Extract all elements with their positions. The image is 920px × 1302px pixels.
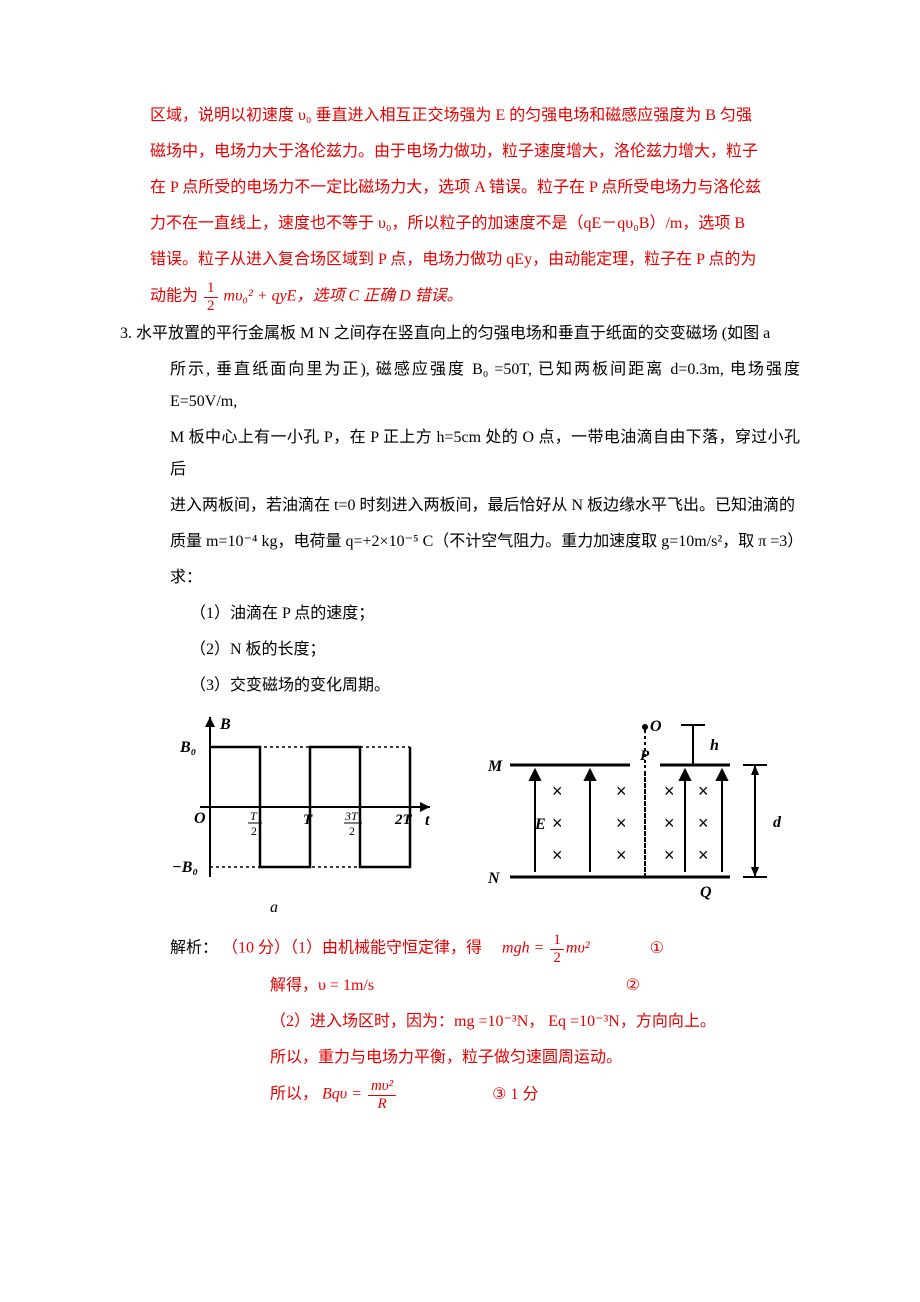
solution3-eq1-post: mυ² bbox=[566, 940, 590, 957]
q3-stem-line6: 求： bbox=[120, 562, 800, 594]
q3-sub2: （2）N 板的长度； bbox=[120, 634, 800, 666]
solution2-frac: 1 2 bbox=[204, 280, 218, 314]
svg-text:×: × bbox=[698, 781, 709, 801]
svg-text:×: × bbox=[664, 813, 675, 833]
field-O: O bbox=[650, 718, 662, 735]
field-M: M bbox=[487, 758, 503, 775]
field-d: d bbox=[773, 814, 782, 831]
svg-text:×: × bbox=[664, 845, 675, 865]
solution2-line6-post: mυ₀² + qyE，选项 C 正确 D 错误。 bbox=[220, 288, 463, 305]
wave-label-nB0: −B₀ bbox=[172, 859, 198, 876]
svg-text:×: × bbox=[664, 781, 675, 801]
wave-diagram: B B₀ −B₀ O t T 2 T 3T 2 2T a bbox=[170, 717, 440, 917]
svg-text:2T: 2T bbox=[394, 812, 413, 828]
svg-text:T: T bbox=[250, 809, 258, 823]
solution3-eq1-frac: 1 2 bbox=[550, 932, 564, 966]
wave-bottom-label: a bbox=[270, 899, 278, 916]
svg-text:×: × bbox=[616, 845, 627, 865]
solution3-mark3: ③ 1 分 bbox=[492, 1086, 538, 1103]
solution2-line3: 在 P 点所受的电场力不一定比磁场力大，选项 A 错误。粒子在 P 点所受电场力… bbox=[120, 172, 800, 204]
solution3-prefix: 解析： bbox=[170, 940, 218, 957]
solution2-line6: 动能为 1 2 mυ₀² + qyE，选项 C 正确 D 错误。 bbox=[120, 280, 800, 314]
diagram-row: B B₀ −B₀ O t T 2 T 3T 2 2T a O h M P bbox=[170, 717, 800, 917]
svg-text:×: × bbox=[616, 781, 627, 801]
svg-text:×: × bbox=[552, 845, 563, 865]
solution2-line6-pre: 动能为 bbox=[150, 288, 198, 305]
solution2-line4: 力不在一直线上，速度也不等于 υ₀，所以粒子的加速度不是（qE－qυ₀B）/m，… bbox=[120, 208, 800, 240]
svg-text:×: × bbox=[616, 813, 627, 833]
solution3-eq3-left: Bqυ = bbox=[322, 1086, 362, 1103]
solution3-eq1-mgh: mgh = bbox=[502, 940, 548, 957]
solution3-line3: （2）进入场区时，因为：mg =10⁻³N， Eq =10⁻³N，方向向上。 bbox=[120, 1006, 800, 1038]
solution3-mark2: ② bbox=[626, 970, 640, 1002]
wave-label-t: t bbox=[425, 812, 430, 829]
q3-stem-line4: 进入两板间，若油滴在 t=0 时刻进入两板间，最后恰好从 N 板边缘水平飞出。已… bbox=[120, 490, 800, 522]
solution3-line4: 所以，重力与电场力平衡，粒子做匀速圆周运动。 bbox=[120, 1042, 800, 1074]
solution3-line5: 所以， Bqυ = mυ² R ③ 1 分 bbox=[120, 1078, 800, 1112]
svg-text:3T: 3T bbox=[344, 809, 359, 823]
solution2-line2: 磁场中，电场力大于洛伦兹力。由于电场力做功，粒子速度增大，洛伦兹力增大，粒子 bbox=[120, 136, 800, 168]
solution2-line5: 错误。粒子从进入复合场区域到 P 点，电场力做功 qEy，由动能定理，粒子在 P… bbox=[120, 244, 800, 276]
wave-label-B0: B₀ bbox=[179, 739, 196, 756]
svg-text:T: T bbox=[303, 812, 313, 828]
field-diagram: O h M P N Q E d ×××× bbox=[480, 717, 790, 917]
solution3-eq3-frac: mυ² R bbox=[368, 1078, 396, 1112]
wave-label-O: O bbox=[194, 810, 206, 827]
field-Q: Q bbox=[700, 884, 712, 901]
solution3-line1: 解析： （10 分）（1）由机械能守恒定律，得 mgh = 1 2 mυ² ① bbox=[120, 932, 800, 966]
svg-text:×: × bbox=[698, 845, 709, 865]
q3-stem-line2: 所示, 垂直纸面向里为正), 磁感应强度 B₀ =50T, 已知两板间距离 d=… bbox=[120, 354, 800, 418]
solution3-line2: 解得，υ = 1m/s ② bbox=[120, 970, 640, 1002]
solution2-line1: 区域，说明以初速度 υ₀ 垂直进入相互正交场强为 E 的匀强电场和磁感应强度为 … bbox=[120, 100, 800, 132]
svg-text:×: × bbox=[552, 813, 563, 833]
svg-text:×: × bbox=[698, 813, 709, 833]
q3-stem-line5: 质量 m=10⁻⁴ kg，电荷量 q=+2×10⁻⁵ C（不计空气阻力。重力加速… bbox=[120, 526, 800, 558]
field-P: P bbox=[640, 748, 650, 764]
solution3-line2-text: 解得，υ = 1m/s bbox=[270, 970, 374, 1002]
q3-stem-line1: 3. 水平放置的平行金属板 M N 之间存在竖直向上的匀强电场和垂直于纸面的交变… bbox=[120, 318, 800, 350]
field-h: h bbox=[710, 737, 719, 754]
solution3-mark1: ① bbox=[650, 933, 664, 965]
field-N: N bbox=[487, 870, 501, 887]
solution3-line5-pre: 所以， bbox=[270, 1086, 318, 1103]
wave-label-B: B bbox=[219, 717, 231, 733]
svg-text:×: × bbox=[552, 781, 563, 801]
solution3-line1-pre: （10 分）（1）由机械能守恒定律，得 bbox=[222, 940, 482, 957]
svg-text:2: 2 bbox=[251, 824, 257, 838]
svg-text:2: 2 bbox=[349, 824, 355, 838]
q3-sub3: （3）交变磁场的变化周期。 bbox=[120, 670, 800, 702]
q3-stem-line3: M 板中心上有一小孔 P，在 P 正上方 h=5cm 处的 O 点，一带电油滴自… bbox=[120, 422, 800, 486]
q3-sub1: （1）油滴在 P 点的速度； bbox=[120, 598, 800, 630]
